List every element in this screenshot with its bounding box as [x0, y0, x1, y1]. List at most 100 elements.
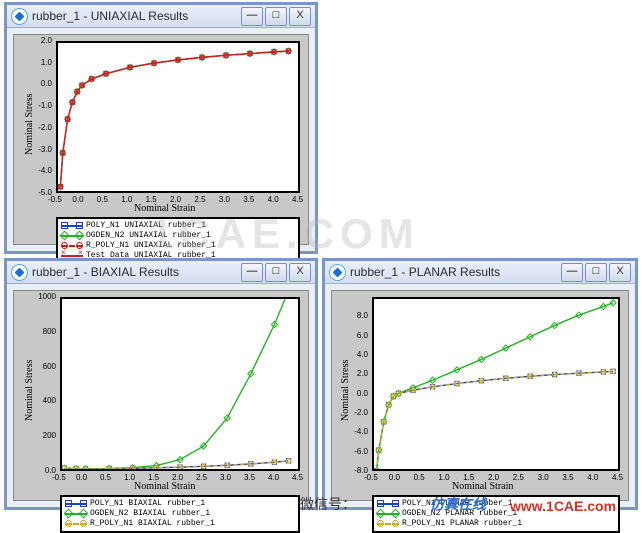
window-title: rubber_1 - BIAXIAL Results: [32, 265, 237, 279]
legend-box: POLY_N1 BIAXIAL rubber_1OGDEN_N2 BIAXIAL…: [60, 495, 300, 533]
legend-label: OGDEN_N2 UNIAXIAL rubber_1: [86, 231, 211, 241]
xlabel: Nominal Strain: [134, 203, 195, 214]
app-icon: [11, 8, 28, 25]
xtick: 2.5: [194, 195, 205, 204]
window-uniaxial: rubber_1 - UNIAXIAL Results — □ X Nomina…: [4, 2, 318, 254]
app-icon: [11, 264, 28, 281]
ytick: 2.0: [41, 36, 52, 45]
ytick: 4.0: [357, 350, 368, 359]
xlabel: Nominal Strain: [452, 481, 513, 492]
legend-label: R_POLY_N1 PLANAR rubber_1: [402, 519, 522, 529]
ytick: -5.0: [38, 188, 52, 197]
plot-box: [56, 41, 300, 193]
xtick: 4.5: [292, 195, 303, 204]
ytick: -3.0: [38, 145, 52, 154]
xtick: 4.5: [612, 473, 623, 482]
minimize-button[interactable]: —: [561, 263, 583, 282]
legend-row: R_POLY_N1 BIAXIAL rubber_1: [65, 519, 295, 529]
footer-brand-cn: 仿真在线: [430, 494, 486, 514]
ytick: 400: [43, 396, 56, 405]
minimize-button[interactable]: —: [241, 263, 263, 282]
app-icon: [329, 264, 346, 281]
chart-area-uniaxial[interactable]: Nominal Stress Nominal Strain -0.50.00.5…: [13, 34, 309, 245]
ytick: -8.0: [354, 466, 368, 475]
plot-box: [372, 297, 620, 471]
xtick: 1.5: [463, 473, 474, 482]
xtick: 3.5: [562, 473, 573, 482]
xtick: 0.5: [100, 473, 111, 482]
legend-label: R_POLY_N1 UNIAXIAL rubber_1: [86, 241, 216, 251]
ylabel: Nominal Stress: [340, 360, 351, 421]
ytick: -6.0: [354, 447, 368, 456]
ytick: -2.0: [38, 123, 52, 132]
xlabel: Nominal Strain: [134, 481, 195, 492]
legend-row: OGDEN_N2 UNIAXIAL rubber_1: [61, 231, 295, 241]
xtick: 0.5: [97, 195, 108, 204]
window-title: rubber_1 - UNIAXIAL Results: [32, 9, 237, 23]
close-button[interactable]: X: [289, 263, 311, 282]
ytick: 0.0: [45, 466, 56, 475]
ytick: 600: [43, 362, 56, 371]
ytick: 1000: [38, 292, 56, 301]
titlebar[interactable]: rubber_1 - BIAXIAL Results — □ X: [7, 261, 315, 284]
ytick: -2.0: [354, 408, 368, 417]
titlebar[interactable]: rubber_1 - PLANAR Results — □ X: [325, 261, 635, 284]
ytick: 1.0: [41, 58, 52, 67]
xtick: 1.0: [124, 473, 135, 482]
xtick: 3.0: [219, 195, 230, 204]
xtick: 0.0: [72, 195, 83, 204]
xtick: 2.0: [488, 473, 499, 482]
ytick: 0.0: [41, 79, 52, 88]
xtick: 0.0: [389, 473, 400, 482]
ytick: -4.0: [354, 427, 368, 436]
xtick: 3.0: [538, 473, 549, 482]
titlebar[interactable]: rubber_1 - UNIAXIAL Results — □ X: [7, 5, 315, 28]
xtick: 4.0: [587, 473, 598, 482]
xtick: 3.5: [243, 195, 254, 204]
ytick: 2.0: [357, 369, 368, 378]
ylabel: Nominal Stress: [24, 360, 35, 421]
legend-label: R_POLY_N1 BIAXIAL rubber_1: [90, 519, 215, 529]
xtick: 2.0: [170, 195, 181, 204]
legend-row: R_POLY_N1 UNIAXIAL rubber_1: [61, 241, 295, 251]
window-planar: rubber_1 - PLANAR Results — □ X Nominal …: [322, 258, 638, 510]
xtick: 0.5: [414, 473, 425, 482]
xtick: 3.0: [220, 473, 231, 482]
close-button[interactable]: X: [289, 7, 311, 26]
ytick: 800: [43, 327, 56, 336]
legend-row: R_POLY_N1 PLANAR rubber_1: [377, 519, 615, 529]
ytick: 0.0: [357, 389, 368, 398]
xtick: 1.0: [121, 195, 132, 204]
ylabel: Nominal Stress: [24, 94, 35, 155]
xtick: 2.0: [172, 473, 183, 482]
window-buttons: — □ X: [241, 263, 311, 282]
window-buttons: — □ X: [561, 263, 631, 282]
maximize-button[interactable]: □: [585, 263, 607, 282]
maximize-button[interactable]: □: [265, 263, 287, 282]
footer-wechat-label: 微信号：: [300, 494, 356, 514]
ytick: 8.0: [357, 311, 368, 320]
maximize-button[interactable]: □: [265, 7, 287, 26]
footer-brand-url: www.1CAE.com: [510, 498, 616, 514]
legend-row: POLY_N1 BIAXIAL rubber_1: [65, 499, 295, 509]
xtick: 4.5: [292, 473, 303, 482]
xtick: 3.5: [244, 473, 255, 482]
ytick: -4.0: [38, 166, 52, 175]
chart-area-planar[interactable]: Nominal Stress Nominal Strain -0.50.00.5…: [331, 290, 629, 501]
window-buttons: — □ X: [241, 7, 311, 26]
plot-box: [60, 297, 300, 471]
xtick: 2.5: [196, 473, 207, 482]
xtick: 1.5: [146, 195, 157, 204]
chart-area-biaxial[interactable]: Nominal Stress Nominal Strain -0.50.00.5…: [13, 290, 309, 501]
minimize-button[interactable]: —: [241, 7, 263, 26]
close-button[interactable]: X: [609, 263, 631, 282]
plot-svg: [58, 43, 298, 191]
xtick: 2.5: [513, 473, 524, 482]
window-title: rubber_1 - PLANAR Results: [350, 265, 557, 279]
ytick: 200: [43, 431, 56, 440]
legend-label: POLY_N1 BIAXIAL rubber_1: [90, 499, 205, 509]
xtick: 4.0: [268, 473, 279, 482]
plot-svg: [374, 299, 618, 469]
xtick: 0.0: [76, 473, 87, 482]
xtick: 1.0: [438, 473, 449, 482]
